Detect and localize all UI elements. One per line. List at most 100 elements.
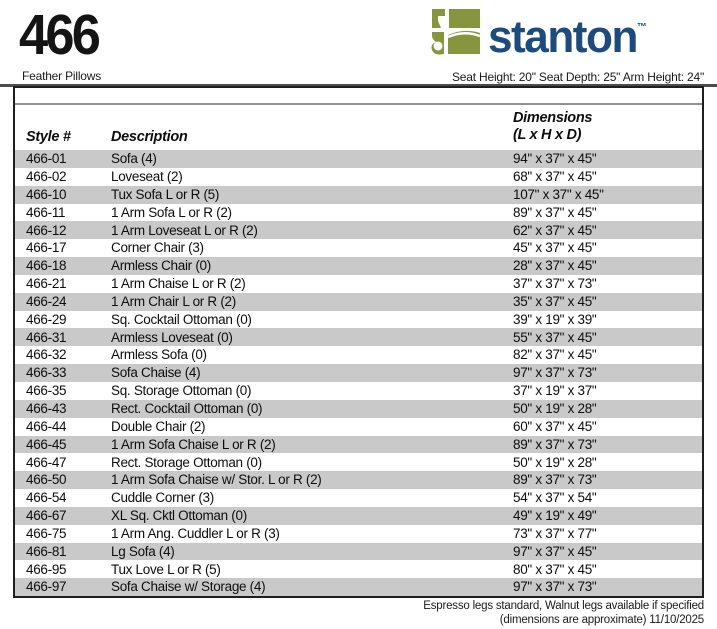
row-dimensions: 94" x 37" x 45" [513, 151, 597, 167]
brand-name: stanton [488, 11, 638, 62]
row-dimensions: 89" x 37" x 45" [513, 204, 597, 220]
row-dimensions: 62" x 37" x 45" [513, 222, 597, 238]
row-style-number: 466-18 [26, 258, 67, 274]
table-row: 466-43 Rect. Cocktail Ottoman (0) 50" x 19… [15, 399, 702, 418]
table-row: 466-95 Tux Love L or R (5) 80" x 37" x 45" [15, 560, 702, 578]
row-description: 1 Arm Sofa L or R (2) [111, 204, 232, 220]
row-dimensions: 82" x 37" x 45" [513, 347, 597, 363]
row-style-number: 466-32 [26, 347, 67, 363]
table-row: 466-45 1 Arm Sofa Chaise L or R (2) 89" x … [15, 435, 702, 454]
table-row: 466-75 1 Arm Ang. Cuddler L or R (3) 73" x… [15, 525, 702, 543]
table-row: 466-44 Double Chair (2) 60" x 37" x 45" [15, 418, 702, 436]
row-description: 1 Arm Loveseat L or R (2) [111, 222, 258, 238]
row-style-number: 466-01 [26, 151, 67, 167]
row-description: Sq. Cocktail Ottoman (0) [111, 311, 252, 327]
table-row: 466-47 Rect. Storage Ottoman (0) 50" x 19"… [15, 453, 702, 471]
row-dimensions: 50" x 19" x 28" [513, 400, 597, 416]
row-dimensions: 35" x 37" x 45" [513, 293, 597, 309]
row-style-number: 466-33 [26, 365, 67, 381]
subtitle: Feather Pillows [22, 69, 102, 83]
table-row: 466-54 Cuddle Corner (3) 54" x 37" x 54" [15, 489, 702, 507]
row-description: Tux Sofa L or R (5) [111, 186, 220, 202]
row-dimensions: 50" x 19" x 28" [513, 454, 597, 470]
table-row: 466-21 1 Arm Chaise L or R (2) 37" x 37" x… [15, 275, 702, 293]
row-dimensions: 97" x 37" x 73" [513, 365, 597, 381]
row-description: Sofa Chaise w/ Storage (4) [111, 579, 266, 595]
table-row: 466-24 1 Arm Chair L or R (2) 35" x 37" x … [15, 292, 702, 311]
row-dimensions: 80" x 37" x 45" [513, 561, 597, 577]
row-style-number: 466-31 [26, 329, 67, 345]
row-description: Armless Sofa (0) [111, 347, 207, 363]
row-description: Double Chair (2) [111, 418, 206, 434]
column-header-dimensions-line1: Dimensions [513, 110, 593, 126]
table-column-headers: Style # Description Dimensions (L x H x … [15, 105, 702, 150]
row-style-number: 466-35 [26, 383, 67, 399]
row-style-number: 466-67 [26, 508, 67, 524]
row-style-number: 466-81 [26, 543, 67, 559]
row-dimensions: 89" x 37" x 73" [513, 436, 597, 452]
row-style-number: 466-47 [26, 454, 67, 470]
header-divider [0, 84, 717, 87]
row-style-number: 466-17 [26, 240, 67, 256]
footer-note: Espresso legs standard, Walnut legs avai… [423, 599, 704, 627]
row-description: 1 Arm Chair L or R (2) [111, 293, 236, 309]
row-style-number: 466-11 [26, 204, 66, 220]
row-style-number: 466-43 [26, 400, 67, 416]
model-number: 466 [19, 3, 101, 67]
stanton-logo: stanton™ [428, 6, 650, 63]
row-description: Rect. Storage Ottoman (0) [111, 454, 262, 470]
row-description: Corner Chair (3) [111, 240, 204, 256]
row-style-number: 466-50 [26, 472, 67, 488]
row-description: Armless Chair (0) [111, 258, 211, 274]
table-row: 466-35 Sq. Storage Ottoman (0) 37" x 19" x… [15, 382, 702, 400]
table-row: 466-50 1 Arm Sofa Chaise w/ Stor. L or R … [15, 471, 702, 490]
table-row: 466-31 Armless Loveseat (0) 55" x 37" x 45… [15, 328, 702, 347]
row-description: 1 Arm Sofa Chaise w/ Stor. L or R (2) [111, 472, 322, 488]
row-style-number: 466-10 [26, 186, 67, 202]
row-description: Loveseat (2) [111, 169, 183, 185]
row-description: Sofa Chaise (4) [111, 365, 201, 381]
row-dimensions: 97" x 37" x 45" [513, 543, 597, 559]
row-dimensions: 107" x 37" x 45" [513, 186, 604, 202]
row-dimensions: 60" x 37" x 45" [513, 418, 597, 434]
table-row: 466-11 1 Arm Sofa L or R (2) 89" x 37" x 4… [15, 204, 702, 222]
column-header-dimensions-line2: (L x H x D) [513, 127, 582, 143]
row-dimensions: 45" x 37" x 45" [513, 240, 597, 256]
footer-line-2: (dimensions are approximate) 11/10/2025 [499, 614, 704, 626]
column-header-dimensions: Dimensions (L x H x D) [513, 110, 592, 144]
table-row: 466-97 Sofa Chaise w/ Storage (4) 97" x 37… [15, 578, 702, 597]
row-dimensions: 37" x 37" x 73" [513, 276, 597, 292]
row-style-number: 466-12 [26, 222, 67, 238]
spec-table: Style # Description Dimensions (L x H x … [13, 86, 704, 598]
row-dimensions: 73" x 37" x 77" [513, 525, 597, 541]
row-style-number: 466-54 [26, 490, 67, 506]
table-row: 466-67 XL Sq. Cktl Ottoman (0) 49" x 19" x… [15, 506, 702, 525]
row-description: Armless Loveseat (0) [111, 329, 233, 345]
row-style-number: 466-29 [26, 311, 67, 327]
brand-wordmark: stanton™ [488, 4, 647, 61]
row-dimensions: 49" x 19" x 49" [513, 508, 597, 524]
table-row: 466-17 Corner Chair (3) 45" x 37" x 45" [15, 239, 702, 257]
column-header-description: Description [111, 129, 188, 145]
column-header-style: Style # [26, 129, 71, 145]
row-description: Sofa (4) [111, 151, 157, 167]
row-style-number: 466-97 [26, 579, 67, 595]
table-row: 466-18 Armless Chair (0) 28" x 37" x 45" [15, 257, 702, 275]
row-dimensions: 54" x 37" x 54" [513, 490, 597, 506]
table-row: 466-81 Lg Sofa (4) 97" x 37" x 45" [15, 542, 702, 561]
row-dimensions: 89" x 37" x 73" [513, 472, 597, 488]
table-row: 466-10 Tux Sofa L or R (5) 107" x 37" x 45… [15, 185, 702, 204]
table-row: 466-29 Sq. Cocktail Ottoman (0) 39" x 19" … [15, 311, 702, 329]
trademark-symbol: ™ [636, 22, 647, 33]
row-dimensions: 55" x 37" x 45" [513, 329, 597, 345]
table-row: 466-32 Armless Sofa (0) 82" x 37" x 45" [15, 346, 702, 364]
row-description: 1 Arm Sofa Chaise L or R (2) [111, 436, 276, 452]
row-description: Cuddle Corner (3) [111, 490, 214, 506]
row-style-number: 466-02 [26, 169, 67, 185]
table-row: 466-01 Sofa (4) 94" x 37" x 45" [15, 150, 702, 168]
row-style-number: 466-24 [26, 293, 67, 309]
row-style-number: 466-95 [26, 561, 67, 577]
table-row: 466-02 Loveseat (2) 68" x 37" x 45" [15, 168, 702, 186]
row-dimensions: 97" x 37" x 73" [513, 579, 597, 595]
row-dimensions: 68" x 37" x 45" [513, 169, 597, 185]
